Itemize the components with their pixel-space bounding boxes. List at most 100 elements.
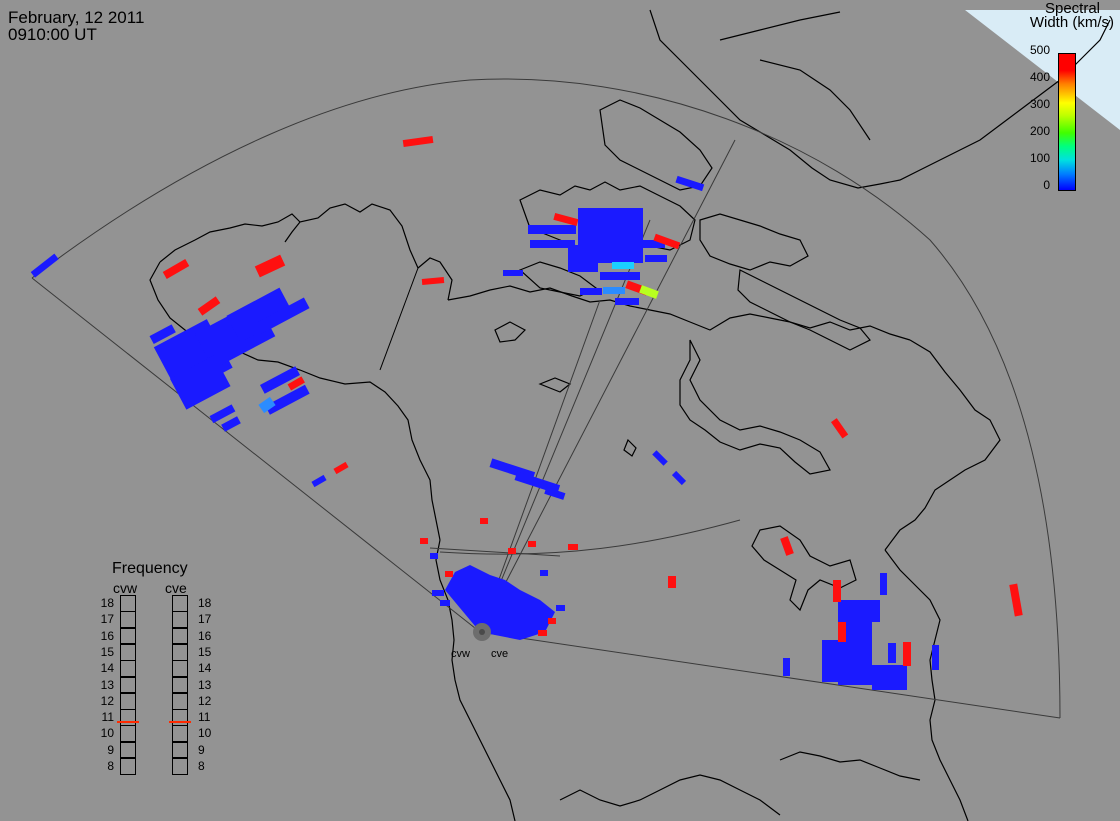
colorbar-tick: 200 bbox=[1029, 124, 1050, 138]
fov-arc bbox=[31, 78, 1061, 719]
spectral-width-colorbar bbox=[1058, 53, 1076, 191]
echo bbox=[612, 262, 634, 269]
echo bbox=[645, 255, 667, 262]
frequency-level-label: 18 bbox=[198, 596, 212, 610]
fov-beam-1 bbox=[479, 139, 736, 633]
echo bbox=[421, 277, 445, 285]
echo bbox=[615, 298, 639, 305]
echo-fan-blue bbox=[445, 565, 555, 640]
echo bbox=[169, 355, 231, 410]
echo bbox=[259, 366, 301, 394]
great-lakes bbox=[751, 525, 857, 612]
fov-west-edge bbox=[31, 277, 481, 633]
echo bbox=[783, 658, 790, 676]
echo bbox=[333, 461, 349, 475]
frequency-level-label: 11 bbox=[198, 710, 211, 725]
canada-north-coast bbox=[447, 285, 911, 341]
echo bbox=[556, 605, 565, 611]
echo bbox=[872, 665, 907, 690]
fov-east-edge bbox=[479, 631, 1061, 719]
map-corner-ice bbox=[965, 10, 1120, 130]
echo bbox=[402, 135, 434, 148]
echo bbox=[540, 570, 548, 576]
greenland-coast bbox=[649, 9, 1111, 189]
colorbar-title-line2: Width (km/s) bbox=[1029, 14, 1114, 31]
echo bbox=[838, 600, 872, 685]
colorbar-tick: 0 bbox=[1043, 178, 1050, 192]
echo bbox=[265, 384, 310, 415]
echo bbox=[675, 175, 705, 192]
echo bbox=[503, 270, 523, 276]
echo bbox=[508, 548, 516, 554]
echo bbox=[652, 450, 668, 466]
echo bbox=[553, 212, 579, 226]
echo bbox=[932, 645, 939, 670]
alaska-south-coast bbox=[149, 261, 441, 541]
frequency-level-label: 14 bbox=[198, 661, 212, 676]
frequency-level-label: 16 bbox=[100, 628, 114, 643]
echo bbox=[668, 576, 676, 588]
echo bbox=[420, 538, 428, 544]
echo bbox=[440, 600, 450, 606]
echo bbox=[538, 630, 547, 636]
echo bbox=[162, 259, 190, 279]
echo bbox=[888, 643, 896, 663]
frequency-cell bbox=[120, 676, 136, 694]
echo bbox=[445, 571, 453, 577]
frequency-cell bbox=[120, 692, 136, 710]
echo bbox=[671, 470, 687, 486]
echo bbox=[287, 376, 305, 391]
echo bbox=[833, 580, 841, 602]
echo bbox=[209, 404, 236, 424]
echo bbox=[528, 541, 536, 547]
frequency-level-label: 13 bbox=[100, 677, 114, 692]
frequency-level-label: 17 bbox=[100, 612, 114, 627]
colorbar-tick: 500 bbox=[1029, 43, 1050, 57]
echoes-radar-near bbox=[420, 538, 565, 640]
radar-label-cvw: cvw bbox=[451, 648, 470, 660]
gulf-coast bbox=[779, 751, 921, 781]
frequency-cell bbox=[172, 758, 188, 775]
echoes-alaska bbox=[30, 253, 349, 488]
coastline-layer bbox=[149, 9, 1111, 821]
frequency-level-label: 9 bbox=[107, 742, 114, 757]
echo bbox=[830, 418, 849, 439]
us-pacific-coast bbox=[435, 539, 516, 821]
frequency-cell bbox=[172, 725, 188, 743]
greenland-inner bbox=[719, 11, 871, 141]
small-island-3 bbox=[623, 438, 637, 457]
frequency-selected-marker bbox=[169, 721, 191, 724]
colorbar-tick: 300 bbox=[1029, 97, 1050, 111]
frequency-cell bbox=[120, 758, 136, 775]
echo bbox=[149, 324, 176, 345]
frequency-cell bbox=[172, 595, 188, 612]
frequency-title: Frequency bbox=[112, 560, 188, 577]
frequency-cell bbox=[120, 660, 136, 677]
frequency-level-label: 12 bbox=[100, 693, 114, 708]
echo bbox=[530, 240, 575, 248]
echo bbox=[480, 518, 488, 524]
frequency-level-label: 10 bbox=[198, 726, 212, 741]
frequency-level-label: 11 bbox=[101, 710, 114, 725]
frequency-selected-marker bbox=[117, 721, 139, 724]
echo bbox=[603, 287, 625, 294]
echo bbox=[639, 285, 659, 299]
echo bbox=[226, 287, 294, 343]
frequency-level-label: 13 bbox=[198, 677, 212, 692]
echo bbox=[1009, 583, 1023, 617]
frequency-level-label: 12 bbox=[198, 693, 212, 708]
echo bbox=[822, 640, 842, 682]
echo bbox=[528, 225, 576, 234]
echo bbox=[30, 253, 59, 278]
frequency-level-label: 8 bbox=[198, 759, 205, 773]
mexico-coast bbox=[559, 774, 781, 816]
echo bbox=[430, 553, 438, 559]
echo bbox=[197, 296, 221, 316]
alaska-canada-border bbox=[379, 267, 419, 371]
colorbar-tick: 100 bbox=[1029, 151, 1050, 165]
frequency-cell bbox=[172, 627, 188, 645]
frequency-level-label: 9 bbox=[198, 742, 205, 757]
frequency-radar-cvw: cvw bbox=[113, 580, 138, 596]
echoes-east bbox=[780, 536, 1023, 690]
